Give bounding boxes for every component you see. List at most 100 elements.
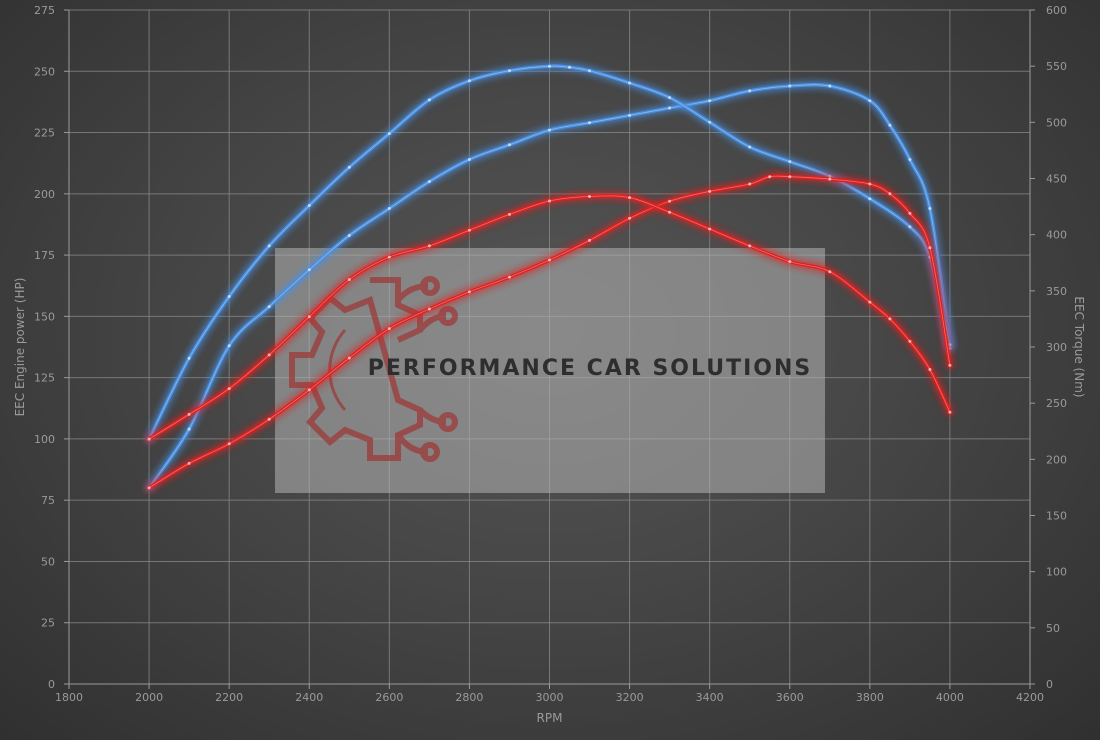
series-point xyxy=(868,99,872,103)
series-point xyxy=(588,195,591,198)
y-right-tick-label: 50 xyxy=(1046,622,1060,635)
x-axis-title: RPM xyxy=(537,711,563,725)
y-left-tick-label: 150 xyxy=(34,310,55,323)
watermark-text: PERFORMANCE CAR SOLUTIONS xyxy=(368,356,813,381)
series-point xyxy=(588,238,591,242)
x-tick-label: 2600 xyxy=(375,691,403,704)
axes: 1800 2000 2200 2400 2600 2800 3000 3200 3400 3600… xyxy=(34,4,1067,704)
y-right-tick-label: 400 xyxy=(1046,229,1067,242)
circuit-node xyxy=(438,306,458,326)
y-left-tick-label: 125 xyxy=(34,372,55,385)
series-point xyxy=(307,204,311,207)
series-point xyxy=(768,175,772,179)
series-point xyxy=(788,260,792,264)
series-point xyxy=(548,128,551,132)
series-point xyxy=(427,98,431,102)
series-point xyxy=(828,177,832,181)
series-point xyxy=(928,246,932,250)
series-layer xyxy=(145,62,954,492)
series-point xyxy=(668,96,672,100)
series-point xyxy=(467,79,471,83)
series-point xyxy=(668,106,672,110)
series-point xyxy=(307,268,311,272)
series-point xyxy=(387,255,391,259)
watermark-panel xyxy=(275,248,825,493)
series-point xyxy=(227,442,231,446)
y-right-tick-label: 600 xyxy=(1046,4,1067,17)
series-point xyxy=(387,207,391,210)
series-point xyxy=(888,192,892,196)
y-left-tick-label: 200 xyxy=(34,188,55,201)
series-point xyxy=(828,270,832,274)
series-point xyxy=(748,244,752,248)
series-point xyxy=(427,307,431,311)
series-point xyxy=(588,69,591,73)
series-point xyxy=(748,145,752,149)
series-point xyxy=(588,121,591,125)
series-point xyxy=(788,84,792,88)
circuit-node xyxy=(420,442,440,462)
y-axis-right-title: EEC Torque (Nm) xyxy=(1072,296,1086,397)
series-point xyxy=(548,199,551,203)
series-point xyxy=(347,356,351,360)
series-point xyxy=(147,437,151,441)
series-point xyxy=(888,317,892,321)
series-point xyxy=(708,120,712,124)
x-tick-label: 4200 xyxy=(1016,691,1044,704)
series-point xyxy=(628,196,632,200)
series-point xyxy=(467,228,471,232)
y-right-tick-label: 450 xyxy=(1046,173,1067,186)
series-point xyxy=(908,339,912,343)
series-point xyxy=(868,182,872,186)
series-point xyxy=(227,387,231,391)
series-point xyxy=(708,99,712,103)
y-left-tick-label: 250 xyxy=(34,65,55,78)
series-point xyxy=(908,225,912,229)
y-right-tick-label: 300 xyxy=(1046,341,1067,354)
series-point xyxy=(948,363,952,367)
series-point xyxy=(628,113,632,117)
series-point xyxy=(267,305,271,309)
series-point xyxy=(347,165,351,169)
series-point xyxy=(948,410,952,414)
x-tick-label: 2800 xyxy=(455,691,483,704)
series-point xyxy=(668,210,672,214)
series-point xyxy=(908,158,912,161)
series-point xyxy=(748,182,752,186)
x-tick-label: 2400 xyxy=(295,691,323,704)
x-tick-label: 3000 xyxy=(536,691,564,704)
series-point xyxy=(347,234,351,237)
y-right-tick-label: 100 xyxy=(1046,566,1067,579)
y-right-tick-label: 550 xyxy=(1046,60,1067,73)
series-point xyxy=(187,461,191,465)
series-point xyxy=(467,290,471,294)
x-tick-label: 2000 xyxy=(135,691,163,704)
series-point xyxy=(508,275,511,279)
y-right-tick-label: 350 xyxy=(1046,285,1067,298)
series-point xyxy=(788,175,792,179)
series-point xyxy=(888,123,892,127)
series-point xyxy=(628,81,632,85)
series-point xyxy=(427,244,431,248)
y-axis-left-title: EEC Engine power (HP) xyxy=(13,278,27,417)
series-point xyxy=(908,211,912,215)
x-tick-label: 3600 xyxy=(776,691,804,704)
series-point xyxy=(868,197,872,201)
y-right-tick-label: 250 xyxy=(1046,397,1067,410)
series-point xyxy=(508,69,511,73)
series-point xyxy=(387,132,391,136)
series-point xyxy=(628,216,632,220)
series-point xyxy=(387,327,391,331)
series-point xyxy=(708,227,712,231)
circuit-node xyxy=(420,276,440,296)
series-point xyxy=(187,427,191,431)
series-point xyxy=(427,180,431,184)
series-point xyxy=(568,65,571,69)
circuit-node xyxy=(438,412,458,432)
series-point xyxy=(467,158,471,161)
y-left-tick-label: 100 xyxy=(34,433,55,446)
x-tick-label: 2200 xyxy=(215,691,243,704)
series-point xyxy=(307,315,311,319)
x-tick-label: 1800 xyxy=(55,691,83,704)
